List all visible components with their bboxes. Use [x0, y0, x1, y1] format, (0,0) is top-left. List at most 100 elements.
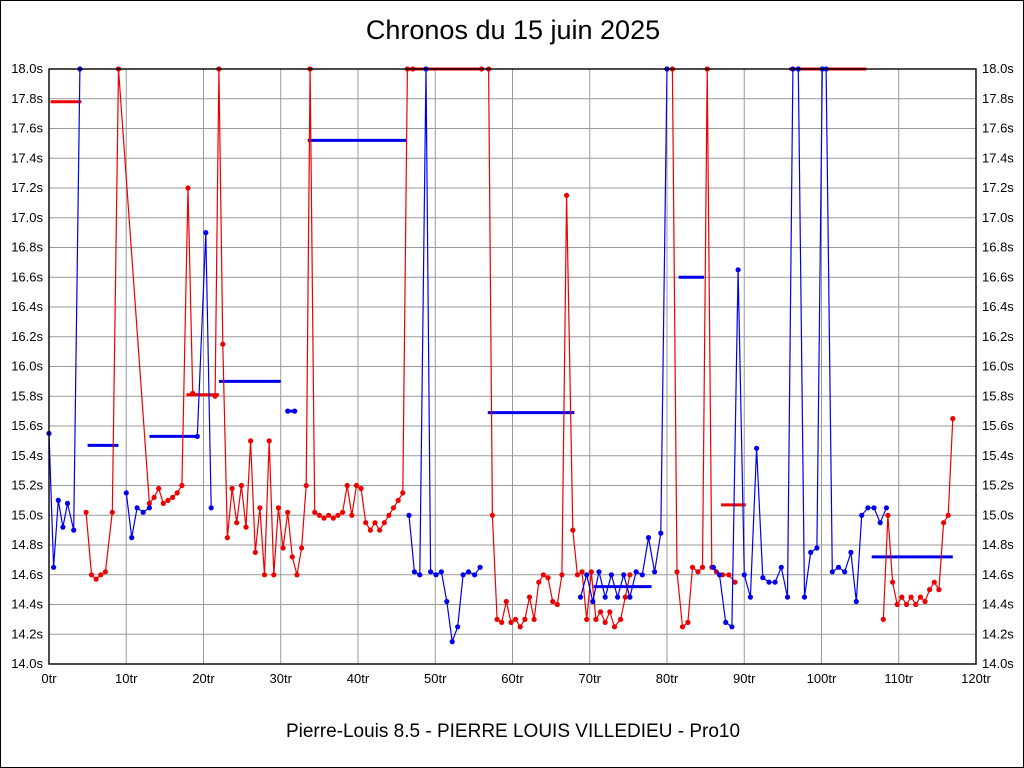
- laps-red-point: [894, 601, 900, 608]
- laps-blue-point: [208, 505, 214, 511]
- laps-red-point: [550, 598, 556, 605]
- laps-red-point: [536, 579, 542, 585]
- y-tick-label-left: 17.8s: [11, 91, 43, 106]
- laps-blue-point: [203, 230, 209, 236]
- x-tick-label: 110tr: [884, 671, 913, 686]
- laps-red-point: [340, 509, 346, 515]
- y-tick-label-right: 16.0s: [982, 359, 1014, 374]
- laps-red-point: [381, 520, 387, 526]
- laps-blue-point: [146, 505, 152, 511]
- laps-blue-point: [741, 572, 747, 578]
- laps-red-point: [243, 524, 249, 530]
- laps-red-point: [271, 572, 277, 578]
- laps-blue-line: [579, 68, 668, 602]
- laps-red-point: [941, 520, 947, 526]
- laps-red-point: [508, 619, 514, 626]
- laps-blue-point: [778, 564, 784, 570]
- laps-red-point: [950, 416, 956, 422]
- laps-blue-point: [444, 598, 450, 605]
- laps-red-point: [261, 572, 268, 578]
- laps-red-point: [945, 512, 951, 518]
- laps-red-point: [559, 572, 565, 578]
- laps-blue-point: [596, 569, 602, 575]
- laps-blue-point: [194, 433, 200, 439]
- laps-blue-point: [627, 594, 633, 600]
- x-tick-label: 80tr: [656, 671, 679, 686]
- laps-red-point: [913, 601, 919, 608]
- laps-red-point: [165, 497, 171, 503]
- laps-blue-point: [883, 505, 890, 511]
- laps-red-point: [321, 515, 327, 521]
- y-tick-label-left: 15.4s: [11, 448, 43, 463]
- y-tick-label-left: 16.2s: [11, 329, 43, 344]
- y-tick-label-right: 15.4s: [982, 448, 1014, 463]
- laps-blue-point: [472, 572, 478, 578]
- laps-blue-line: [408, 68, 481, 642]
- laps-red-line: [882, 418, 954, 620]
- laps-red-point: [732, 579, 738, 585]
- laps-red-point: [212, 393, 218, 399]
- laps-blue-point: [814, 545, 820, 551]
- laps-red-point: [602, 619, 608, 626]
- y-tick-label-left: 16.6s: [11, 269, 43, 284]
- laps-red-point: [372, 520, 378, 526]
- laps-blue-point: [723, 619, 729, 626]
- laps-blue-point: [590, 598, 596, 605]
- chart-title: Chronos du 15 juin 2025: [365, 15, 661, 45]
- laps-red-point: [335, 512, 341, 518]
- laps-red-point: [494, 616, 500, 623]
- laps-blue-point: [433, 572, 439, 578]
- laps-red-point: [367, 527, 373, 533]
- laps-red-point: [266, 438, 272, 444]
- laps-red-point: [531, 616, 537, 623]
- laps-blue-point: [602, 594, 608, 600]
- laps-blue-point: [754, 445, 760, 451]
- laps-blue-point: [129, 535, 135, 541]
- y-tick-label-left: 17.2s: [11, 180, 43, 195]
- laps-red-point: [280, 545, 286, 551]
- y-tick-label-right: 14.6s: [982, 567, 1014, 582]
- laps-blue-point: [729, 624, 735, 630]
- laps-blue-point: [808, 549, 814, 556]
- laps-red-point: [289, 554, 295, 560]
- y-tick-label-right: 14.0s: [982, 656, 1014, 671]
- laps-red-point: [326, 512, 332, 518]
- laps-blue-point: [584, 572, 590, 578]
- laps-blue-point: [417, 572, 423, 578]
- laps-red-point: [344, 482, 350, 489]
- laps-red-point: [903, 601, 910, 608]
- laps-red-point: [880, 616, 886, 623]
- y-tick-label-right: 14.4s: [982, 597, 1014, 612]
- laps-red-point: [622, 594, 628, 600]
- laps-red-point: [890, 579, 896, 585]
- laps-red-point: [611, 624, 618, 630]
- laps-red-point: [526, 594, 533, 600]
- laps-red-point: [220, 341, 226, 347]
- x-tick-label: 0tr: [41, 671, 57, 686]
- laps-blue-point: [64, 500, 71, 506]
- laps-blue-point: [760, 575, 766, 581]
- y-tick-label-left: 14.0s: [11, 656, 43, 671]
- laps-red-point: [695, 569, 701, 575]
- laps-red-point: [503, 598, 509, 605]
- laps-red-point: [554, 601, 560, 608]
- laps-red-point: [160, 500, 166, 506]
- laps-blue-point: [615, 594, 621, 600]
- laps-blue-point: [455, 624, 461, 630]
- laps-red-point: [363, 520, 369, 526]
- laps-red-point: [238, 482, 244, 489]
- y-tick-label-right: 14.2s: [982, 626, 1014, 641]
- laps-blue-point: [406, 512, 412, 518]
- laps-red-point: [726, 572, 732, 578]
- laps-blue-point: [438, 569, 444, 575]
- laps-red-point: [579, 569, 585, 575]
- laps-blue-point: [859, 512, 865, 518]
- laps-red-point: [545, 575, 551, 581]
- laps-red-point: [83, 509, 89, 515]
- laps-blue-point: [652, 569, 658, 575]
- laps-red-point: [353, 482, 360, 489]
- laps-blue-point: [621, 572, 627, 578]
- laps-blue-point: [835, 564, 842, 570]
- x-tick-label: 70tr: [579, 671, 602, 686]
